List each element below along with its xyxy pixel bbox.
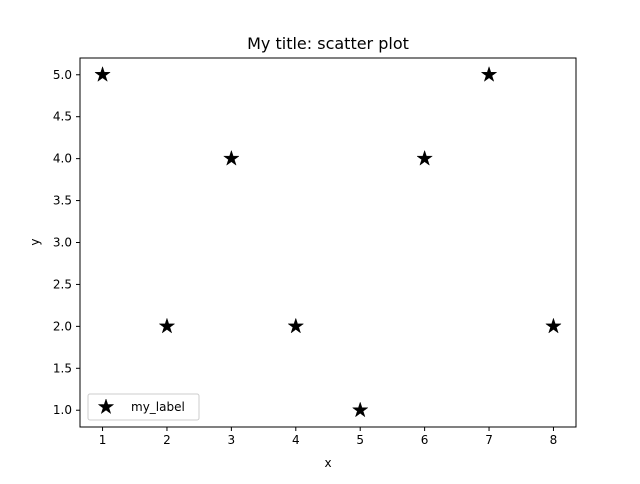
x-tick-label: 3 xyxy=(228,433,236,447)
legend: my_label xyxy=(87,393,200,421)
y-tick-label: 3.0 xyxy=(53,236,72,250)
scatter-point xyxy=(545,317,562,334)
x-tick-label: 4 xyxy=(292,433,300,447)
y-tick-label: 5.0 xyxy=(53,68,72,82)
y-tick-label: 3.5 xyxy=(53,194,72,208)
scatter-point xyxy=(94,65,111,82)
y-tick-label: 2.5 xyxy=(53,277,72,291)
scatter-point xyxy=(416,149,433,166)
x-tick-label: 5 xyxy=(356,433,364,447)
plot-area-frame xyxy=(79,57,577,428)
y-tick-label: 4.0 xyxy=(53,152,72,166)
x-tick-label: 8 xyxy=(550,433,558,447)
scatter-point xyxy=(223,149,240,166)
y-tick-label: 1.0 xyxy=(53,403,72,417)
legend-box xyxy=(87,393,200,421)
legend-star-icon xyxy=(97,398,115,415)
x-axis-label: x xyxy=(324,456,331,470)
x-tick-label: 6 xyxy=(421,433,429,447)
scatter-point xyxy=(287,317,305,334)
scatter-point xyxy=(158,317,176,334)
scatter-point xyxy=(480,65,498,82)
y-tick-label: 2.0 xyxy=(53,319,72,333)
legend-star-icon xyxy=(97,398,115,415)
legend-entry-label: my_label xyxy=(131,400,185,414)
y-tick-label: 4.5 xyxy=(53,110,72,124)
y-tick-label: 1.5 xyxy=(53,361,72,375)
x-tick-label: 7 xyxy=(485,433,493,447)
x-tick-label: 2 xyxy=(163,433,171,447)
chart-title: My title: scatter plot xyxy=(247,34,409,53)
scatter-point xyxy=(351,401,369,418)
x-tick-label: 1 xyxy=(99,433,107,447)
scatter-series xyxy=(94,65,562,418)
x-axis-ticks: 1 2 3 4 5 6 7 8 xyxy=(99,427,558,447)
y-axis-ticks: 1.0 1.5 2.0 2.5 3.0 3.5 4.0 4.5 5.0 xyxy=(53,68,80,417)
y-axis-label: y xyxy=(28,238,42,245)
